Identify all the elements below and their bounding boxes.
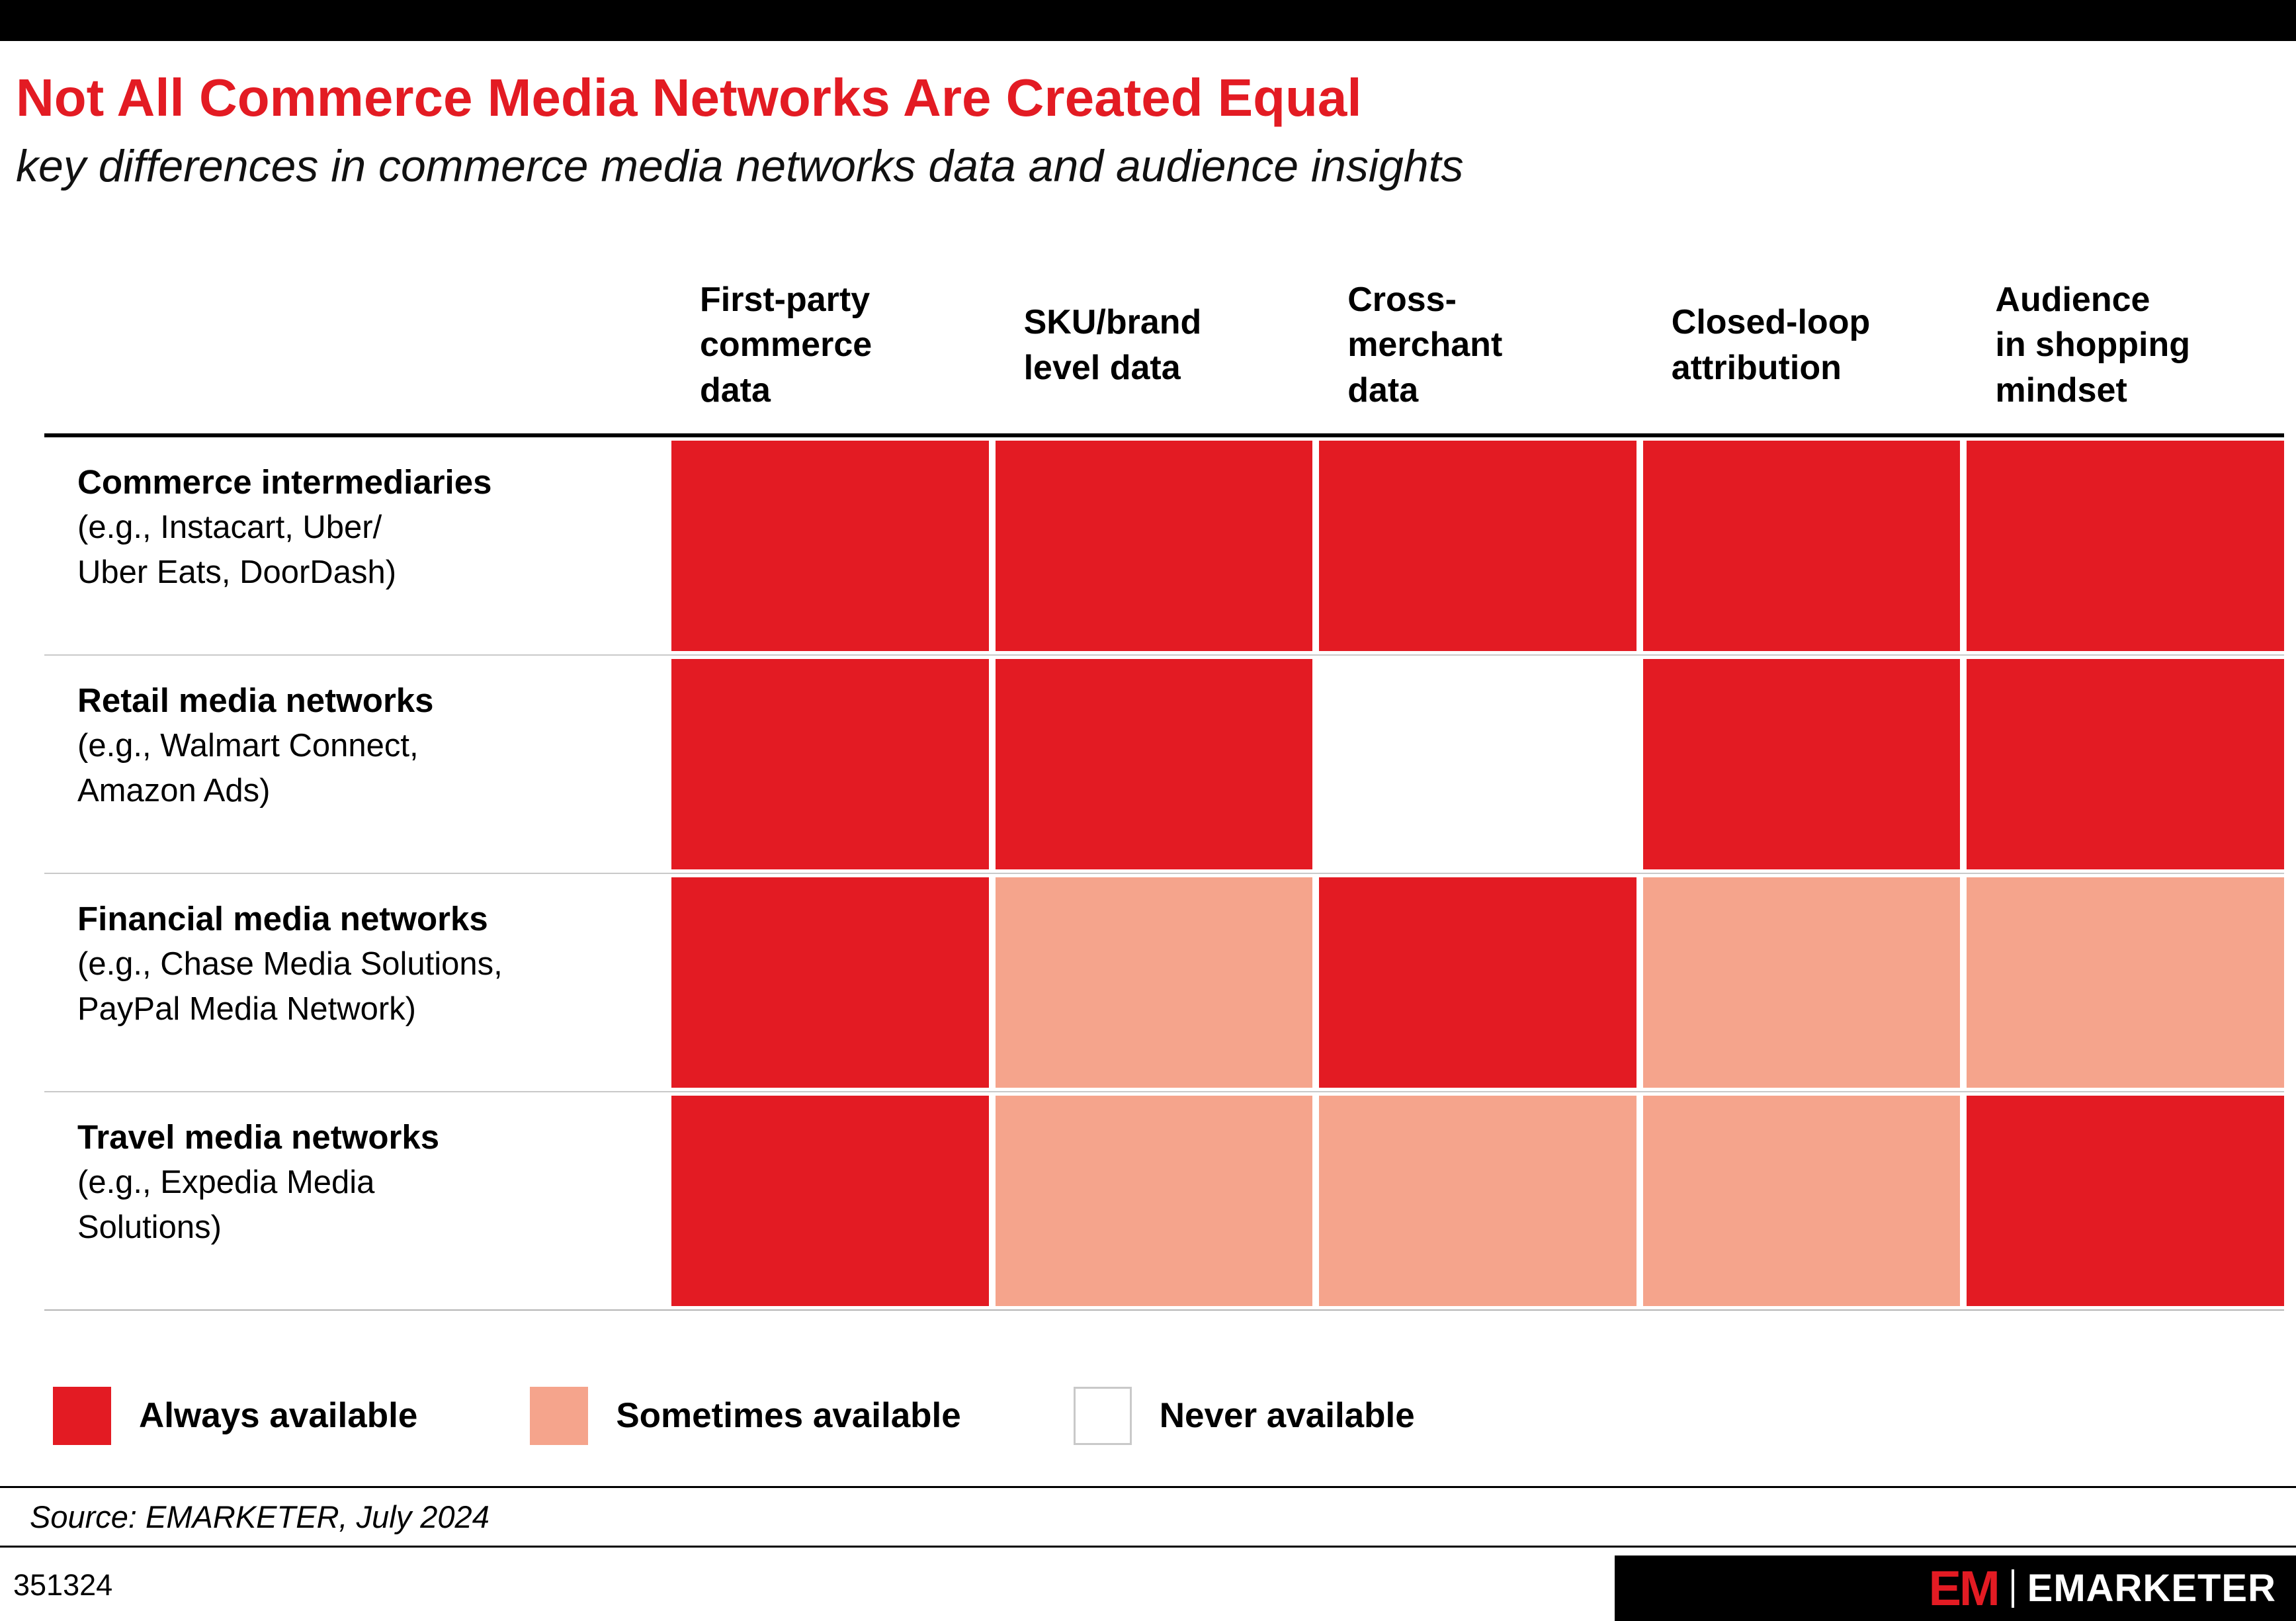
matrix-cell (1319, 877, 1637, 1088)
matrix-cell (1967, 877, 2284, 1088)
legend-swatch-sometimes (530, 1386, 589, 1445)
column-header-first-party: First-party commerce data (700, 280, 872, 410)
matrix-cell (1319, 440, 1637, 651)
matrix-cell (1642, 440, 1961, 651)
legend-label: Sometimes available (616, 1396, 961, 1436)
matrix-cell (995, 658, 1313, 869)
column-header-closed-loop: Closed-loop attribution (1671, 303, 1871, 387)
table-row-commerce-intermediaries: Commerce intermediaries (e.g., Instacart… (44, 437, 2284, 656)
legend-item-always: Always available (53, 1386, 418, 1445)
matrix-cell (1967, 1095, 2284, 1306)
row-label-examples: (e.g., Instacart, Uber/ Uber Eats, DoorD… (77, 509, 397, 590)
matrix-body: Commerce intermediaries (e.g., Instacart… (44, 433, 2284, 1311)
matrix-cell (671, 877, 989, 1088)
table-row-travel-media-networks: Travel media networks (e.g., Expedia Med… (44, 1092, 2284, 1309)
matrix-cell (671, 440, 989, 651)
matrix-cell (1642, 658, 1961, 869)
chart-subtitle: key differences in commerce media networ… (16, 141, 1464, 191)
legend: Always available Sometimes available Nev… (53, 1386, 2296, 1445)
matrix-cell (995, 1095, 1313, 1306)
chart-id: 351324 (13, 1568, 113, 1602)
logo-divider (2011, 1569, 2014, 1608)
matrix-table: First-party commerce data SKU/brand leve… (44, 263, 2284, 1311)
row-label: Travel media networks (e.g., Expedia Med… (44, 1096, 665, 1306)
matrix-cell (671, 1095, 989, 1306)
matrix-cell (1642, 877, 1961, 1088)
source-text: Source: EMARKETER, July 2024 (30, 1499, 489, 1534)
emarketer-logo-icon: EM (1928, 1560, 2000, 1616)
row-label: Commerce intermediaries (e.g., Instacart… (44, 441, 665, 651)
table-row-retail-media-networks: Retail media networks (e.g., Walmart Con… (44, 656, 2284, 874)
matrix-cell (671, 658, 989, 869)
row-label: Financial media networks (e.g., Chase Me… (44, 877, 665, 1088)
row-label-name: Retail media networks (77, 681, 434, 719)
row-label-name: Commerce intermediaries (77, 462, 492, 501)
source-block: Source: EMARKETER, July 2024 (0, 1485, 2296, 1548)
column-header-sku-brand: SKU/brand level data (1023, 303, 1202, 387)
column-header-audience: Audience in shopping mindset (1995, 280, 2190, 410)
matrix-cell (1967, 658, 2284, 869)
chart-title: Not All Commerce Media Networks Are Crea… (16, 68, 1362, 127)
column-header-cross-merchant: Cross- merchant data (1347, 280, 1503, 410)
legend-item-never: Never available (1073, 1386, 1415, 1445)
brand-name: EMARKETER (2027, 1566, 2276, 1610)
row-label-examples: (e.g., Chase Media Solutions, PayPal Med… (77, 946, 503, 1027)
legend-label: Always available (139, 1396, 418, 1436)
matrix-cell (1967, 440, 2284, 651)
matrix-cell (995, 877, 1313, 1088)
matrix-cell (995, 440, 1313, 651)
table-row-financial-media-networks: Financial media networks (e.g., Chase Me… (44, 874, 2284, 1092)
matrix-cell (1642, 1095, 1961, 1306)
row-label-name: Financial media networks (77, 899, 488, 938)
row-label: Retail media networks (e.g., Walmart Con… (44, 659, 665, 869)
matrix-cell (1319, 1095, 1637, 1306)
legend-swatch-never (1073, 1386, 1132, 1445)
legend-item-sometimes: Sometimes available (530, 1386, 961, 1445)
row-label-examples: (e.g., Walmart Connect, Amazon Ads) (77, 728, 419, 809)
row-label-examples: (e.g., Expedia Media Solutions) (77, 1164, 375, 1245)
matrix-cell (1319, 658, 1637, 869)
top-black-bar (0, 0, 2296, 41)
row-label-name: Travel media networks (77, 1117, 440, 1156)
column-header-row: First-party commerce data SKU/brand leve… (44, 263, 2284, 433)
legend-label: Never available (1159, 1396, 1415, 1436)
brand-bar: EM EMARKETER (1615, 1555, 2296, 1621)
legend-swatch-always (53, 1386, 111, 1445)
